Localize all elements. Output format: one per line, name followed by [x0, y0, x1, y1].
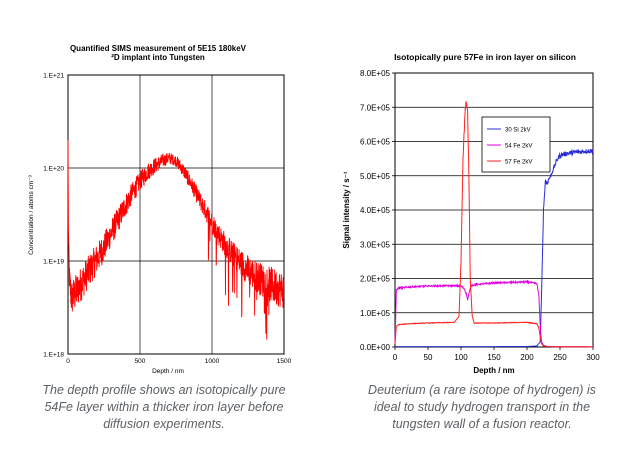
chart-2-x-axis-label: Depth / nm: [473, 366, 514, 375]
caption-right: Deuterium (a rare isotope of hydrogen) i…: [340, 382, 624, 433]
legend-label: 57 Fe 2kV: [505, 160, 532, 166]
chart-2-y-tick-label: 0.0E+00: [360, 343, 391, 352]
chart-1-y-tick-label: 1.E+20: [43, 166, 64, 173]
fe57-iron-layer-chart: Isotopically pure 57Fe in iron layer on …: [319, 0, 638, 471]
chart-2-y-tick-label: 1.0E+05: [360, 309, 391, 318]
caption-left-line: The depth profile shows an isotopically …: [42, 383, 286, 397]
chart-1-y-tick-label: 1.E+18: [43, 352, 64, 359]
chart-1-y-axis-label: Concentration / atoms cm⁻³: [28, 174, 35, 254]
chart-2-x-tick-label: 150: [487, 353, 501, 362]
caption-left-line: 54Fe layer within a thicker iron layer b…: [44, 400, 284, 414]
chart-1-y-tick-label: 1.E+21: [43, 73, 64, 80]
chart-2-x-tick-label: 200: [520, 353, 534, 362]
sims-deuterium-chart: Quantified SIMS measurement of 5E15 180k…: [28, 44, 292, 375]
chart-2-y-axis-label: Signal intensity / s⁻¹: [342, 171, 351, 248]
caption-left-line: diffusion experiments.: [103, 417, 225, 431]
chart-1-x-tick-label: 1500: [277, 358, 292, 365]
chart-2-series-line: [395, 148, 594, 348]
caption-right-line: tungsten wall of a fusion reactor.: [392, 417, 572, 431]
chart-2-svg: Isotopically pure 57Fe in iron layer on …: [342, 52, 600, 375]
chart-1-svg: Quantified SIMS measurement of 5E15 180k…: [28, 44, 292, 375]
caption-right-line: Deuterium (a rare isotope of hydrogen) i…: [368, 383, 596, 397]
chart-2-y-tick-label: 4.0E+05: [360, 206, 391, 215]
chart-2-y-tick-label: 6.0E+05: [360, 138, 391, 147]
chart-2-legend: 30 Si 2kV 54 Fe 2kV 57 Fe 2kV: [481, 116, 551, 173]
chart-2-x-tick-label: 300: [586, 353, 600, 362]
chart-2-x-tick-label: 50: [424, 353, 433, 362]
chart-2-x-tick-label: 250: [553, 353, 567, 362]
chart-1-title-line-1: Quantified SIMS measurement of 5E15 180k…: [70, 44, 247, 53]
chart-1-x-tick-label: 500: [135, 358, 146, 365]
chart-1-y-tick-label: 1.E+19: [43, 259, 64, 266]
caption-left: The depth profile shows an isotopically …: [22, 382, 306, 433]
chart-2-y-tick-label: 2.0E+05: [360, 275, 391, 284]
legend-label: 30 Si 2kV: [505, 128, 531, 134]
chart-1-title-line-2: ²D implant into Tungsten: [111, 53, 205, 62]
legend-label: 54 Fe 2kV: [505, 144, 532, 150]
chart-2-title: Isotopically pure 57Fe in iron layer on …: [394, 52, 576, 62]
chart-1-x-tick-label: 1000: [205, 358, 220, 365]
chart-2-series-line: [394, 101, 593, 348]
chart-2-x-tick-label: 0: [393, 353, 398, 362]
chart-2-y-tick-label: 8.0E+05: [360, 69, 391, 78]
chart-1-x-axis-label: Depth / nm: [152, 368, 184, 375]
chart-2-y-tick-label: 5.0E+05: [360, 172, 391, 181]
chart-2-x-tick-label: 100: [454, 353, 468, 362]
chart-1-plot-area: [67, 74, 285, 355]
chart-2-y-tick-label: 7.0E+05: [360, 103, 391, 112]
chart-1-series-line: [67, 139, 285, 340]
caption-right-line: ideal to study hydrogen transport in the: [373, 400, 591, 414]
chart-2-y-tick-label: 3.0E+05: [360, 240, 391, 249]
chart-1-x-tick-label: 0: [66, 358, 70, 365]
